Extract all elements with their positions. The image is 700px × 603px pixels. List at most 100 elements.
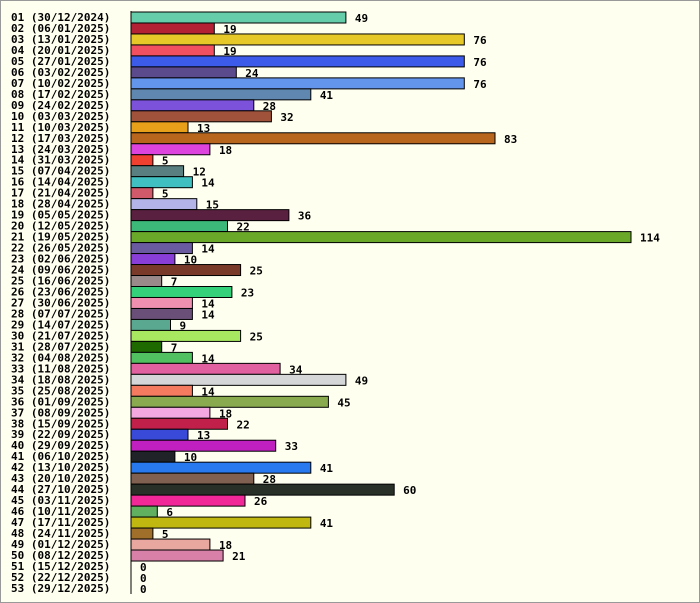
category-label: 06 (03/02/2025) (11, 66, 110, 79)
value-label: 28 (263, 473, 276, 486)
category-label: 33 (11/08/2025) (11, 362, 110, 375)
bar (130, 22, 215, 35)
value-label: 32 (280, 111, 293, 124)
value-label: 6 (166, 506, 173, 519)
category-label: 26 (23/06/2025) (11, 286, 110, 299)
bar (130, 340, 163, 353)
bar (130, 220, 228, 233)
value-label: 0 (140, 583, 147, 596)
bar (130, 286, 233, 298)
value-label: 28 (263, 100, 276, 113)
category-label: 44 (27/10/2025) (11, 483, 110, 496)
value-label: 34 (289, 363, 303, 376)
bar (130, 329, 242, 342)
category-label: 46 (10/11/2025) (11, 505, 110, 518)
value-label: 0 (140, 561, 147, 574)
value-label: 76 (473, 78, 487, 91)
bar (130, 11, 347, 24)
value-label: 49 (355, 12, 368, 25)
bar (130, 187, 154, 200)
bar (130, 461, 312, 474)
bar (130, 483, 395, 496)
category-label: 48 (24/11/2025) (11, 527, 110, 540)
category-label: 27 (30/06/2025) (11, 296, 110, 309)
bar (130, 143, 211, 156)
category-label: 12 (17/03/2025) (11, 132, 110, 145)
category-label: 41 (06/10/2025) (11, 450, 110, 463)
value-label: 14 (201, 297, 215, 310)
bar (130, 165, 185, 178)
value-label: 26 (254, 495, 268, 508)
bar (130, 538, 211, 551)
category-label: 17 (21/04/2025) (11, 187, 110, 200)
category-label: 05 (27/01/2025) (11, 55, 110, 68)
bar (130, 264, 242, 277)
category-label: 36 (01/09/2025) (11, 395, 110, 408)
bar (130, 154, 154, 167)
value-label: 45 (337, 396, 350, 409)
value-label: 18 (219, 407, 232, 420)
value-label: 49 (355, 374, 368, 387)
category-label: 40 (29/09/2025) (11, 439, 110, 452)
bar (130, 494, 246, 507)
category-label: 29 (14/07/2025) (11, 318, 110, 331)
value-label: 5 (162, 188, 169, 201)
bar (130, 121, 189, 134)
category-label: 53 (29/12/2025) (11, 582, 110, 595)
category-label: 25 (16/06/2025) (11, 275, 110, 288)
category-label: 19 (05/05/2025) (11, 209, 110, 222)
bar (130, 99, 255, 112)
value-label: 41 (320, 89, 334, 102)
category-label: 51 (15/12/2025) (11, 560, 110, 573)
value-label: 83 (504, 133, 517, 146)
category-label: 30 (21/07/2025) (11, 329, 110, 342)
category-label: 32 (04/08/2025) (11, 351, 110, 364)
value-label: 114 (640, 232, 660, 245)
bar (130, 384, 193, 397)
category-label: 04 (20/01/2025) (11, 44, 110, 57)
category-label: 39 (22/09/2025) (11, 428, 110, 441)
bar (130, 351, 193, 364)
bar (130, 231, 632, 244)
bar (130, 66, 237, 79)
value-label: 25 (250, 330, 263, 343)
bar (130, 275, 163, 288)
category-label: 09 (24/02/2025) (11, 99, 110, 112)
bar (130, 253, 176, 266)
value-label: 13 (197, 122, 210, 135)
category-label: 01 (30/12/2024) (11, 11, 110, 24)
category-label: 16 (14/04/2025) (11, 176, 110, 189)
category-label: 03 (13/01/2025) (11, 33, 110, 46)
value-label: 7 (171, 276, 178, 289)
value-label: 18 (219, 539, 232, 552)
value-label: 14 (201, 243, 215, 256)
category-label: 11 (10/03/2025) (11, 121, 110, 134)
value-label: 14 (201, 385, 215, 398)
bar (130, 439, 277, 452)
value-label: 24 (245, 67, 259, 80)
bar (130, 209, 290, 222)
bar (130, 198, 198, 211)
value-label: 25 (250, 265, 263, 278)
bar (130, 472, 255, 485)
category-label: 23 (02/06/2025) (11, 253, 110, 266)
value-label: 76 (473, 34, 487, 47)
value-label: 12 (193, 166, 206, 179)
category-label: 35 (25/08/2025) (11, 384, 110, 397)
value-label: 36 (298, 210, 312, 223)
value-label: 33 (285, 440, 298, 453)
value-label: 76 (473, 56, 487, 69)
value-label: 14 (201, 177, 215, 190)
value-label: 41 (320, 517, 334, 530)
category-label: 50 (08/12/2025) (11, 549, 110, 562)
category-label: 18 (28/04/2025) (11, 198, 110, 211)
category-label: 49 (01/12/2025) (11, 538, 110, 551)
bar (130, 516, 312, 529)
category-label: 10 (03/03/2025) (11, 110, 110, 123)
bar (130, 527, 154, 540)
bar (130, 318, 171, 331)
category-label: 08 (17/02/2025) (11, 88, 110, 101)
bar (130, 395, 329, 408)
